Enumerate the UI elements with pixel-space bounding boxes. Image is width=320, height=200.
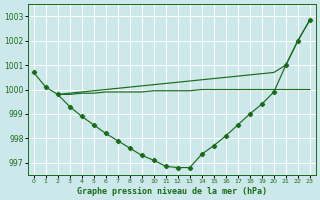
X-axis label: Graphe pression niveau de la mer (hPa): Graphe pression niveau de la mer (hPa) (77, 187, 267, 196)
